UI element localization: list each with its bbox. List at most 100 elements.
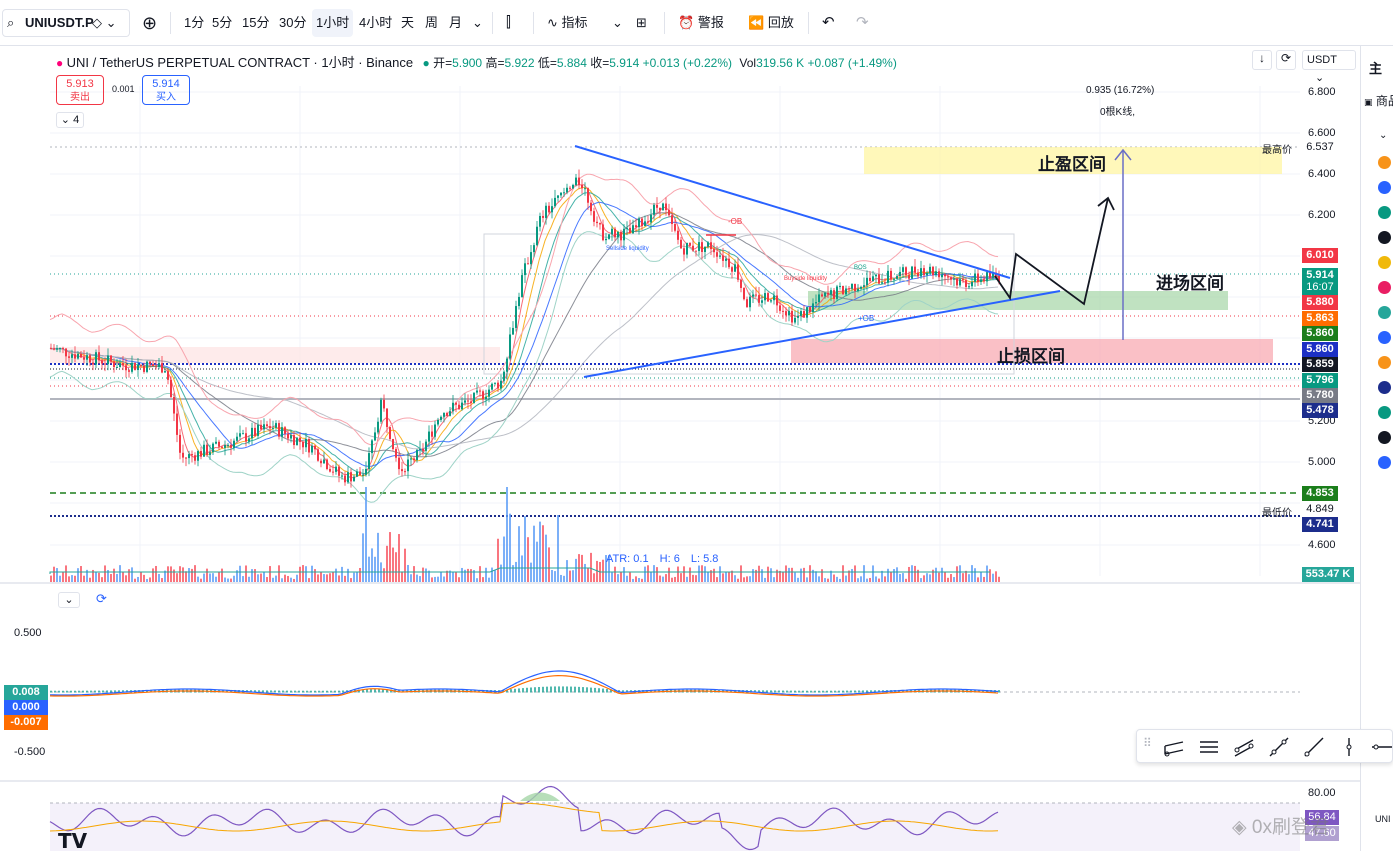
interval-30m[interactable]: 30分 xyxy=(279,15,307,30)
watchlist-coin-icon[interactable] xyxy=(1378,356,1391,369)
redo-icon[interactable]: ↷ xyxy=(856,14,869,31)
refresh-icon[interactable]: ⟳ xyxy=(96,591,107,606)
panel-collapse-icon[interactable]: ▣ xyxy=(1364,97,1373,107)
watchlist-coin-icon[interactable] xyxy=(1378,456,1391,469)
candle-body xyxy=(584,188,586,190)
compare-dropdown[interactable]: ◇ ⌄ xyxy=(92,15,117,30)
candle-body xyxy=(695,250,697,252)
watchlist-coin-icon[interactable] xyxy=(1378,306,1391,319)
volume-bar xyxy=(569,570,571,582)
watchlist-coin-icon[interactable] xyxy=(1378,431,1391,444)
trend-line-icon[interactable] xyxy=(1303,736,1325,758)
volume-bar xyxy=(212,573,214,582)
osc-histogram-bar xyxy=(502,689,504,693)
osc-histogram-bar xyxy=(782,690,784,693)
fullscreen-icon[interactable]: ⟳ xyxy=(1276,50,1296,70)
horizontal-line-icon[interactable] xyxy=(1370,736,1392,758)
vol-value: 319.56 K xyxy=(756,56,805,70)
top-toolbar: ⌕ UNIUSDT.P ◇ ⌄ ⊕ 1分 5分 15分 30分 1小时 4小时 … xyxy=(0,0,1393,46)
candle-body xyxy=(122,363,124,366)
volume-bar xyxy=(734,575,736,582)
volume-bar xyxy=(122,572,124,582)
volume-bar xyxy=(638,578,640,582)
chevron-down-icon[interactable]: ⌄ xyxy=(1379,130,1388,141)
close-value: 5.914 xyxy=(609,56,640,70)
osc-histogram-bar xyxy=(770,690,772,693)
volume-bar xyxy=(113,568,115,582)
currency-select[interactable]: USDT ⌄ xyxy=(1302,50,1356,84)
osc-histogram-bar xyxy=(338,690,340,693)
candle-body xyxy=(239,433,241,437)
buy-button[interactable]: 5.914 买入 xyxy=(142,75,190,105)
volume-bar xyxy=(74,575,76,582)
layout-icon[interactable]: ⊞ xyxy=(636,15,647,30)
indicators-dropdown-icon[interactable]: ⌄ xyxy=(612,15,623,30)
candle-body xyxy=(176,413,178,435)
candle-body xyxy=(467,400,469,402)
sell-button[interactable]: 5.913 卖出 xyxy=(56,75,104,105)
volume-bar xyxy=(77,568,79,582)
watchlist-coin-icon[interactable] xyxy=(1378,181,1391,194)
osc-histogram-bar xyxy=(114,690,116,693)
pitchfork-icon[interactable] xyxy=(1163,736,1185,758)
volume-bar xyxy=(131,567,133,582)
candle-body xyxy=(803,311,805,318)
download-icon[interactable]: ↓ xyxy=(1252,50,1272,70)
undo-icon[interactable]: ↶ xyxy=(822,14,835,31)
candle-body xyxy=(446,413,448,416)
volume-bar xyxy=(764,577,766,582)
volume-bar xyxy=(779,570,781,582)
interval-4h[interactable]: 4小时 xyxy=(359,15,393,30)
vertical-line-icon[interactable] xyxy=(1338,736,1360,758)
osc-histogram-bar xyxy=(902,689,904,693)
interval-15m[interactable]: 15分 xyxy=(242,15,270,30)
candle-body xyxy=(170,379,172,397)
symbol-search[interactable]: ⌕ UNIUSDT.P xyxy=(2,9,130,37)
osc-collapse-button[interactable]: ⌄ xyxy=(58,592,80,608)
chevron-down-icon: ⌄ xyxy=(60,114,71,126)
volume-bar xyxy=(938,572,940,582)
symbol-name: UNIUSDT.P xyxy=(25,15,94,30)
interval-dropdown-icon[interactable]: ⌄ xyxy=(472,15,483,30)
buy-label: 买入 xyxy=(156,92,176,103)
candle-body xyxy=(626,227,628,229)
watchlist-coin-icon[interactable] xyxy=(1378,281,1391,294)
volume-bar xyxy=(143,574,145,582)
add-symbol-icon[interactable]: ⊕ xyxy=(142,13,158,33)
candle-body xyxy=(200,451,202,457)
trend-angle-icon[interactable] xyxy=(1268,736,1290,758)
watchlist-coin-icon[interactable] xyxy=(1378,231,1391,244)
indicators-button[interactable]: ∿ 指标 xyxy=(547,15,588,30)
watchlist-coin-icon[interactable] xyxy=(1378,381,1391,394)
volume-bar xyxy=(893,569,895,582)
price-chart[interactable] xyxy=(0,46,1360,851)
candle-style-icon[interactable]: ⫿ xyxy=(506,14,511,31)
alert-button[interactable]: ⏰ 警报 xyxy=(678,15,724,30)
candle-body xyxy=(452,402,454,412)
interval-1h[interactable]: 1小时 xyxy=(312,9,354,37)
watchlist-coin-icon[interactable] xyxy=(1378,331,1391,344)
indicators-collapse-button[interactable]: ⌄ 4 xyxy=(56,112,84,128)
parallel-channel-icon[interactable] xyxy=(1198,736,1220,758)
osc-histogram-bar xyxy=(402,689,404,693)
candle-body xyxy=(713,249,715,253)
volume-bar xyxy=(857,578,859,582)
low-label: 低= xyxy=(537,56,557,70)
candle-body xyxy=(119,363,121,368)
volume-bar xyxy=(110,573,112,582)
watchlist-coin-icon[interactable] xyxy=(1378,206,1391,219)
candle-body xyxy=(167,371,169,380)
watchlist-coin-icon[interactable] xyxy=(1378,406,1391,419)
interval-week[interactable]: 周 xyxy=(425,15,439,30)
interval-5m[interactable]: 5分 xyxy=(212,15,233,30)
drag-handle-icon[interactable]: ⠿ xyxy=(1143,736,1152,750)
interval-1m[interactable]: 1分 xyxy=(184,15,205,30)
osc-histogram-bar xyxy=(850,690,852,693)
watchlist-coin-icon[interactable] xyxy=(1378,156,1391,169)
interval-day[interactable]: 天 xyxy=(401,15,415,30)
interval-month[interactable]: 月 xyxy=(449,15,463,30)
replay-button[interactable]: ⏪ 回放 xyxy=(748,15,794,30)
watchlist-coin-icon[interactable] xyxy=(1378,256,1391,269)
regression-channel-icon[interactable] xyxy=(1233,736,1255,758)
candle-body xyxy=(752,294,754,297)
